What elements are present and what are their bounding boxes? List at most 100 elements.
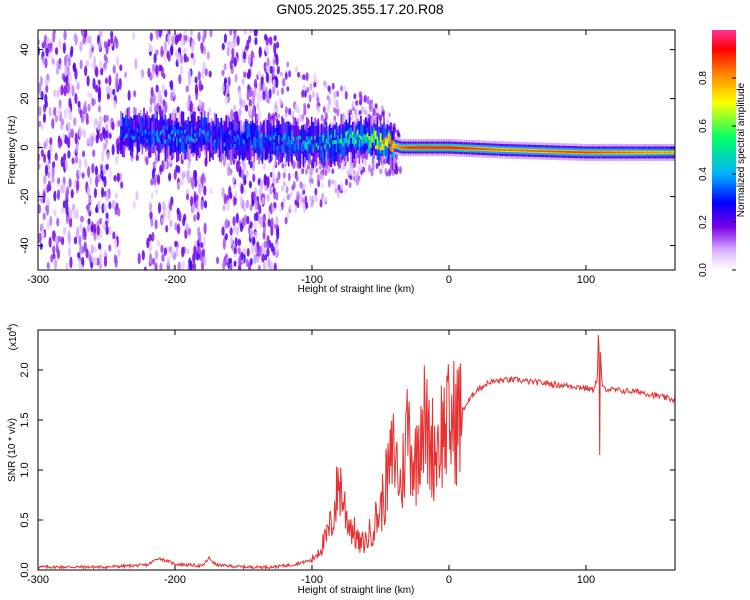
spectrogram-signal-band	[496, 148, 499, 151]
spectrogram-signal-band	[596, 151, 599, 154]
spectrogram-noise-blob	[168, 202, 173, 211]
spectrogram-noise-blob	[345, 178, 349, 186]
spectrogram-noise-blob	[117, 120, 121, 127]
spectrogram-signal-band	[223, 133, 226, 143]
spectrogram-noise-blob	[263, 240, 267, 249]
spectrogram-signal-band	[539, 150, 541, 152]
spectrogram-noise-blob	[73, 32, 77, 43]
spectrogram-signal-band	[291, 132, 293, 160]
spectrogram-noise-blob	[233, 57, 237, 68]
spectrogram-noise-blob	[176, 165, 181, 174]
spectrogram-noise-blob	[89, 47, 93, 60]
spectrogram-noise-blob	[201, 172, 205, 181]
spectrogram-noise-blob	[42, 212, 46, 221]
spectrogram-signal-band	[136, 131, 139, 141]
spectrogram-signal-band	[284, 132, 287, 142]
spectrogram-noise-blob	[352, 169, 356, 177]
spectrogram-signal-band	[238, 136, 241, 146]
spectrogram-noise-blob	[169, 46, 173, 56]
spectrogram-noise-blob	[303, 102, 307, 109]
spectrogram-signal-band	[527, 149, 530, 152]
spectrogram-noise-blob	[310, 178, 314, 184]
spectrogram-noise-blob	[282, 77, 286, 87]
snr-ytick-label: 2.0	[19, 362, 31, 377]
spectrogram-signal-band	[416, 146, 418, 149]
spectrogram-noise-blob	[186, 248, 190, 255]
spectrogram-noise-blob	[301, 168, 305, 175]
spectrogram-noise-blob	[63, 30, 67, 41]
spectrogram-signal-band	[315, 142, 318, 147]
spectrogram-noise-blob	[191, 177, 195, 190]
spectrogram-noise-blob	[52, 30, 56, 43]
spectrogram-noise-blob	[140, 68, 145, 79]
spectrogram-noise-blob	[77, 170, 82, 177]
snr-xtick-label: 0	[446, 574, 452, 586]
spectrogram-noise-blob	[120, 181, 124, 189]
spectrogram-signal-band	[241, 139, 244, 149]
spectrogram-signal-band	[278, 139, 280, 157]
spectrogram-signal-band	[317, 126, 320, 145]
spectrogram-noise-blob	[67, 246, 72, 258]
spectrogram-signal-band	[204, 134, 206, 139]
spectrogram-noise-blob	[270, 226, 274, 237]
spectrogram-signal-band	[554, 150, 556, 153]
spectrogram-signal-band	[264, 141, 267, 151]
spectrogram-noise-blob	[265, 71, 269, 83]
spectrogram-signal-band	[647, 151, 650, 154]
spectrogram-noise-blob	[90, 224, 94, 233]
spectrogram-signal-band	[228, 138, 231, 148]
spectrogram-noise-blob	[65, 262, 69, 270]
spectrogram-noise-blob	[348, 182, 352, 188]
spectrogram-noise-blob	[243, 202, 247, 213]
spectrogram-noise-blob	[275, 242, 279, 250]
spectrogram-noise-blob	[137, 252, 141, 265]
spectrogram-noise-blob	[258, 215, 262, 225]
spectrogram-noise-blob	[203, 200, 208, 209]
spectrogram-signal-band	[473, 147, 476, 150]
spectrogram-noise-blob	[273, 202, 277, 209]
spectrogram-signal-band	[537, 150, 540, 152]
spectrogram-signal-band	[610, 151, 612, 154]
spectrogram-signal-band	[202, 130, 204, 135]
spectrogram-noise-blob	[302, 84, 306, 92]
spectrogram-signal-band	[384, 137, 387, 146]
spectrogram-noise-blob	[38, 233, 41, 244]
spectrogram-noise-blob	[364, 109, 368, 116]
spectrogram-noise-blob	[372, 107, 376, 116]
spectrogram-noise-blob	[380, 105, 384, 113]
spectrogram-noise-blob	[295, 176, 299, 182]
spectrogram-signal-band	[422, 146, 425, 149]
spectrogram-noise-blob	[46, 221, 50, 231]
spectrogram-signal-band	[172, 137, 175, 142]
spectrogram-signal-band	[304, 143, 306, 148]
spectrogram-noise-blob	[299, 181, 303, 189]
spectrogram-noise-blob	[286, 86, 290, 92]
spectrogram-signal-band	[644, 151, 647, 154]
spectrogram-signal-band	[516, 149, 518, 152]
spectrogram-noise-blob	[72, 209, 76, 219]
spectrogram-noise-blob	[314, 187, 318, 196]
spectrogram-noise-blob	[43, 39, 47, 48]
spectrogram-noise-blob	[148, 202, 153, 213]
spectrogram-signal-band	[305, 132, 308, 151]
spectrogram-signal-band	[652, 151, 655, 154]
spectrogram-noise-blob	[135, 190, 139, 201]
spectrogram-signal-band	[376, 136, 379, 146]
spectrogram-signal-band	[172, 124, 175, 133]
spectrogram-noise-blob	[262, 248, 266, 256]
spectrogram-noise-blob	[215, 256, 220, 265]
spectrogram-signal-band	[664, 151, 666, 154]
spectrogram-signal-band	[580, 151, 583, 154]
spectrogram-noise-blob	[339, 85, 343, 92]
spectrogram-signal-band	[338, 139, 341, 144]
spectrogram-signal-band	[218, 133, 221, 152]
spectrogram-signal-band	[187, 136, 190, 141]
spectrogram-noise-blob	[247, 68, 251, 80]
spectrogram-noise-blob	[79, 59, 83, 70]
spectrogram-signal-band	[238, 144, 241, 149]
spectrogram-noise-blob	[234, 237, 238, 248]
spectrogram-signal-band	[159, 132, 162, 141]
spectrogram-signal-band	[199, 138, 201, 143]
spectrogram-noise-blob	[221, 226, 225, 236]
spectrogram-noise-blob	[282, 197, 286, 205]
